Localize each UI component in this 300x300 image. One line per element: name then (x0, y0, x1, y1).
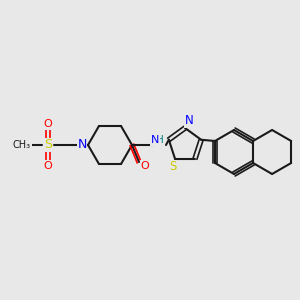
Text: H: H (156, 135, 164, 145)
Text: N: N (151, 135, 159, 145)
Text: N: N (77, 139, 87, 152)
Text: N: N (184, 115, 194, 128)
Text: O: O (44, 161, 52, 171)
Text: CH₃: CH₃ (13, 140, 31, 150)
Text: O: O (44, 119, 52, 129)
Text: S: S (44, 139, 52, 152)
Text: O: O (141, 161, 149, 171)
Text: S: S (169, 160, 177, 173)
